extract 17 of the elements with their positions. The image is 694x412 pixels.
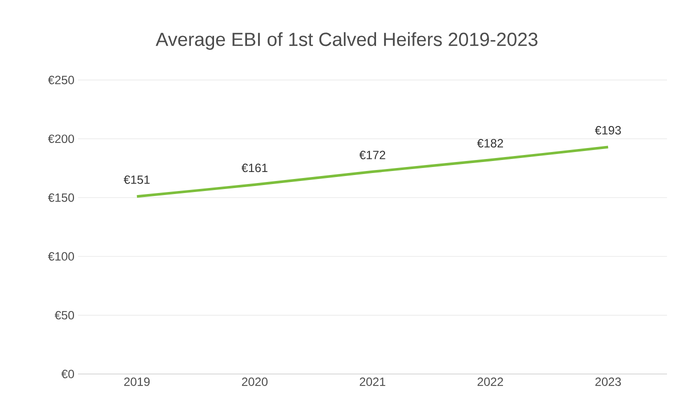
data-label: €151 bbox=[124, 175, 150, 184]
x-tick-label: 2021 bbox=[360, 378, 386, 386]
y-tick-label: €250 bbox=[48, 76, 74, 84]
x-tick-label: 2019 bbox=[124, 378, 150, 386]
y-tick-label: €200 bbox=[48, 134, 74, 144]
x-tick-label: 2023 bbox=[595, 378, 621, 386]
data-label: €182 bbox=[477, 138, 503, 148]
y-tick-label: €150 bbox=[48, 193, 74, 202]
data-label: €161 bbox=[242, 164, 268, 172]
data-label: €172 bbox=[359, 150, 386, 160]
data-label: €193 bbox=[594, 126, 621, 134]
chart-title: Average EBI of 1st Calved Heifers 2019-2023 bbox=[156, 32, 538, 50]
y-tick-label: €50 bbox=[54, 310, 74, 320]
x-tick-label: 2022 bbox=[478, 378, 503, 386]
y-tick-label: €100 bbox=[48, 252, 74, 261]
x-tick-label: 2020 bbox=[242, 378, 268, 386]
y-tick-label: €0 bbox=[61, 370, 74, 378]
